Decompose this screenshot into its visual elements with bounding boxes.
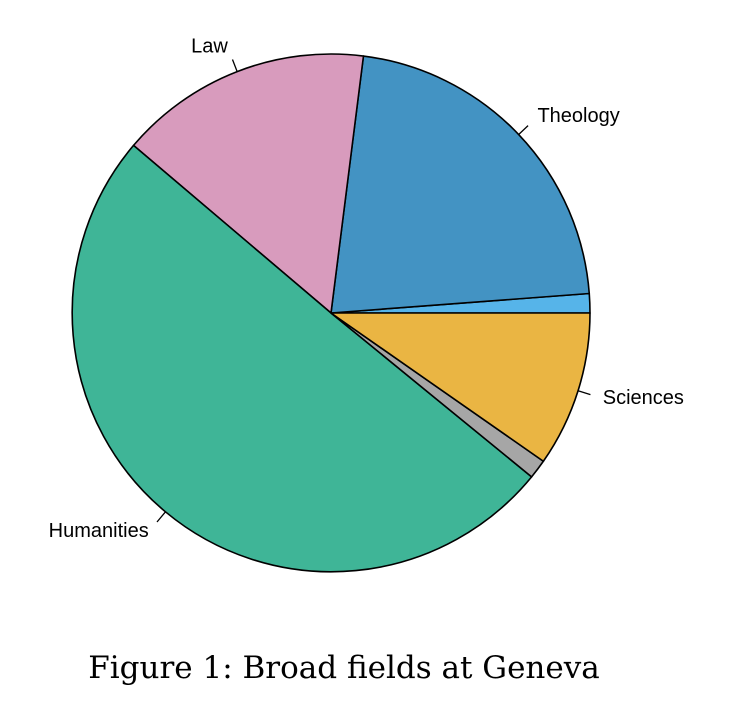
slice-label-theology: Theology (537, 105, 619, 127)
label-tick-humanities (156, 511, 166, 523)
slice-label-humanities: Humanities (49, 520, 149, 542)
slice-label-law: Law (191, 36, 228, 58)
figure-caption: Figure 1: Broad fields at Geneva (88, 650, 600, 686)
slices-layer (71, 53, 591, 573)
label-tick-theology (518, 125, 529, 135)
pie-chart-svg: Theology Law Humanities Sciences (49, 36, 684, 573)
pie-chart: Theology Law Humanities Sciences (49, 36, 684, 573)
slice-label-sciences: Sciences (603, 387, 684, 409)
pie-slice-theology (330, 55, 591, 314)
labels-layer: Theology Law Humanities Sciences (49, 36, 684, 543)
label-tick-law (231, 59, 238, 72)
pie-slice-humanities (71, 144, 533, 573)
label-tick-sciences (577, 390, 591, 396)
